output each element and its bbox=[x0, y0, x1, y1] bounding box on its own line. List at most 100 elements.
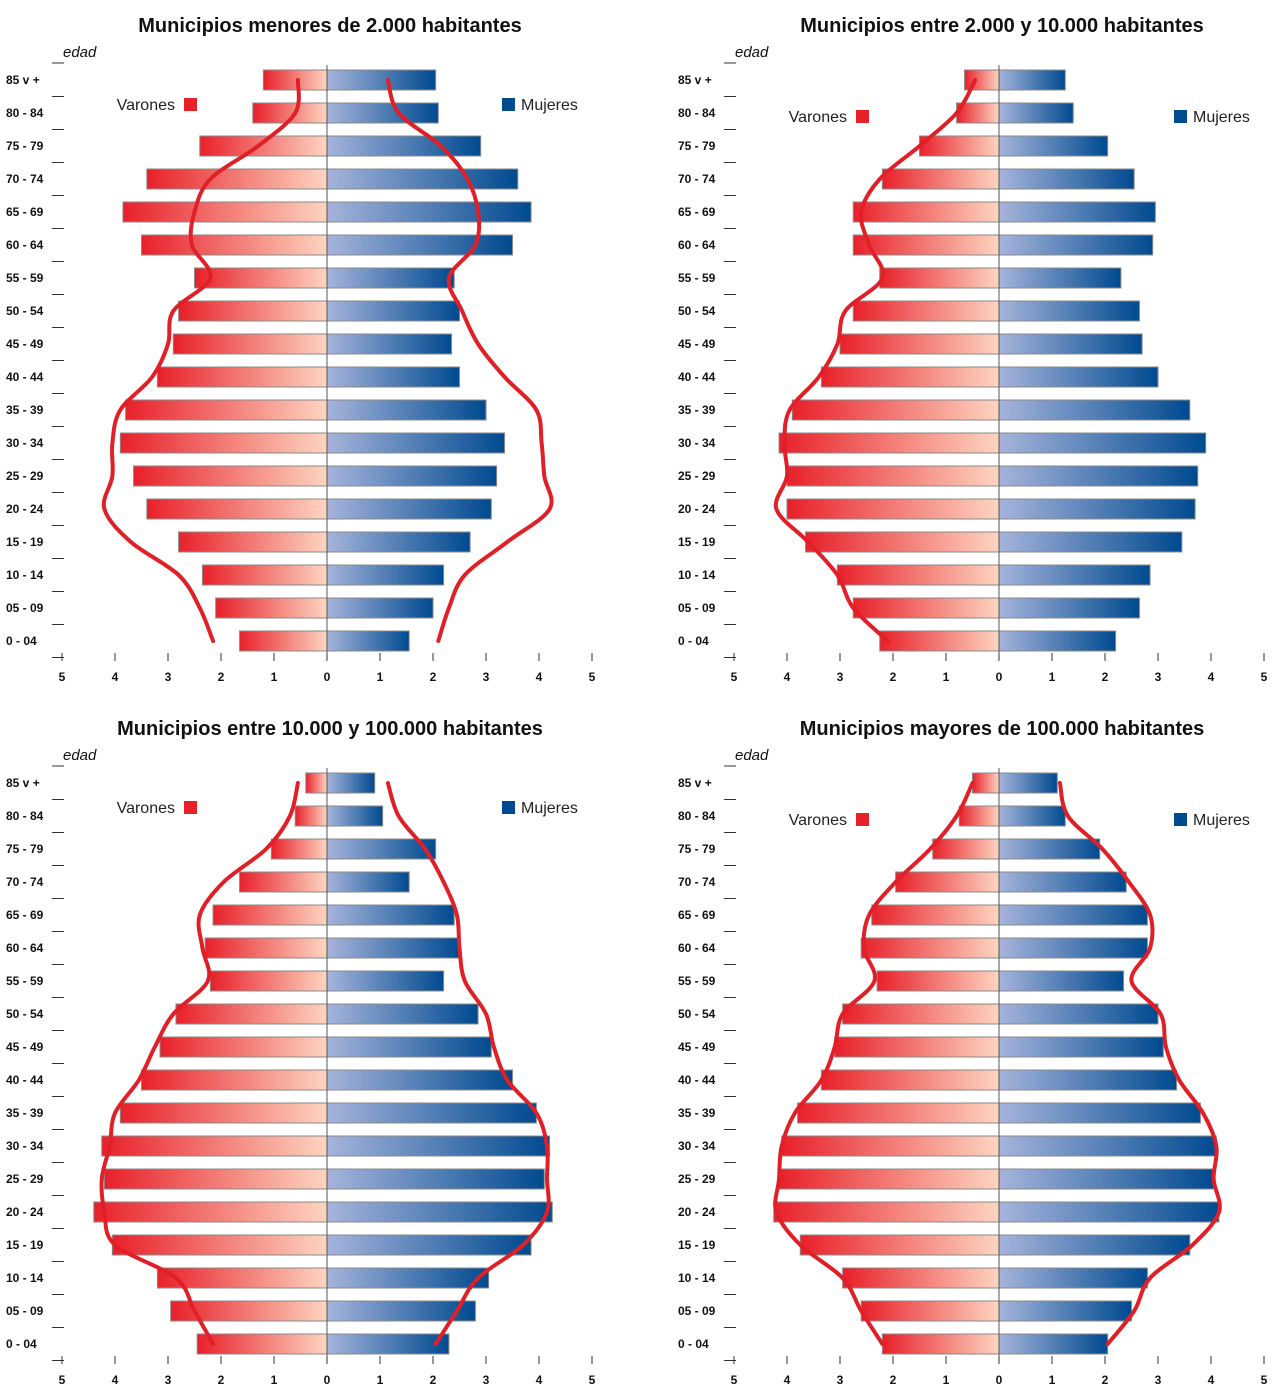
bar-varones bbox=[262, 69, 328, 91]
age-group-label: 50 - 54 bbox=[6, 304, 44, 318]
age-group-label: 65 - 69 bbox=[6, 908, 44, 922]
bar-mujeres bbox=[326, 1333, 450, 1355]
bar-mujeres bbox=[326, 970, 445, 992]
bar-varones bbox=[212, 904, 328, 926]
age-group-label: 05 - 09 bbox=[678, 1304, 716, 1318]
legend-label-mujeres: Mujeres bbox=[1193, 109, 1250, 126]
x-tick-label: 5 bbox=[59, 670, 66, 684]
x-tick-label: 2 bbox=[890, 1373, 897, 1387]
age-group-label: 70 - 74 bbox=[678, 875, 716, 889]
bar-varones bbox=[842, 1267, 1000, 1289]
age-group-label: 35 - 39 bbox=[678, 403, 716, 417]
age-group-label: 70 - 74 bbox=[6, 172, 44, 186]
bar-mujeres bbox=[998, 1267, 1148, 1289]
bar-varones bbox=[215, 597, 328, 619]
x-tick-label: 0 bbox=[996, 1373, 1003, 1387]
bar-varones bbox=[196, 1333, 328, 1355]
bar-mujeres bbox=[998, 937, 1148, 959]
bar-varones bbox=[156, 366, 328, 388]
x-tick-label: 4 bbox=[1208, 670, 1215, 684]
age-group-label: 85 v + bbox=[678, 73, 712, 87]
bar-mujeres bbox=[326, 102, 439, 124]
bar-mujeres bbox=[998, 498, 1196, 520]
x-tick-label: 3 bbox=[1155, 670, 1162, 684]
bar-mujeres bbox=[326, 904, 455, 926]
age-group-label: 55 - 59 bbox=[678, 974, 716, 988]
bar-varones bbox=[834, 1036, 1000, 1058]
bar-varones bbox=[201, 564, 328, 586]
bar-mujeres bbox=[998, 333, 1143, 355]
age-group-label: 15 - 19 bbox=[678, 1238, 716, 1252]
bar-varones bbox=[199, 135, 328, 157]
bar-mujeres bbox=[326, 531, 471, 553]
bar-mujeres bbox=[326, 772, 376, 794]
legend-label-mujeres: Mujeres bbox=[1193, 812, 1250, 829]
legend-swatch-mujeres bbox=[1174, 813, 1187, 826]
y-axis-label: edad bbox=[63, 44, 97, 61]
x-tick-label: 2 bbox=[430, 1373, 437, 1387]
x-tick-label: 3 bbox=[1155, 1373, 1162, 1387]
x-tick-label: 5 bbox=[59, 1373, 66, 1387]
bar-varones bbox=[178, 300, 328, 322]
bar-varones bbox=[103, 1168, 328, 1190]
bar-mujeres bbox=[998, 1135, 1217, 1157]
y-axis-label: edad bbox=[63, 747, 97, 764]
bar-varones bbox=[119, 432, 328, 454]
reference-curve-varones bbox=[773, 78, 978, 643]
bar-varones bbox=[781, 1135, 1000, 1157]
age-group-label: 40 - 44 bbox=[6, 1073, 44, 1087]
x-tick-label: 5 bbox=[589, 1373, 596, 1387]
bar-mujeres bbox=[998, 432, 1207, 454]
x-tick-label: 4 bbox=[784, 1373, 791, 1387]
age-group-label: 80 - 84 bbox=[678, 809, 716, 823]
x-tick-label: 1 bbox=[943, 1373, 950, 1387]
x-tick-label: 3 bbox=[483, 670, 490, 684]
bar-varones bbox=[294, 805, 328, 827]
age-group-label: 20 - 24 bbox=[678, 1205, 716, 1219]
age-group-label: 45 - 49 bbox=[678, 337, 716, 351]
reference-curve-mujeres bbox=[385, 781, 551, 1346]
y-axis-label: edad bbox=[735, 747, 769, 764]
x-tick-label: 4 bbox=[536, 670, 543, 684]
bar-mujeres bbox=[998, 630, 1117, 652]
age-group-label: 15 - 19 bbox=[6, 535, 44, 549]
x-tick-label: 3 bbox=[837, 670, 844, 684]
bar-mujeres bbox=[326, 1201, 553, 1223]
age-group-label: 25 - 29 bbox=[678, 1172, 716, 1186]
age-group-label: 25 - 29 bbox=[6, 1172, 44, 1186]
bar-mujeres bbox=[326, 1069, 513, 1091]
x-tick-label: 4 bbox=[536, 1373, 543, 1387]
bar-mujeres bbox=[998, 267, 1122, 289]
bar-varones bbox=[125, 399, 328, 421]
bar-varones bbox=[852, 234, 1000, 256]
bar-mujeres bbox=[326, 201, 532, 223]
age-group-label: 40 - 44 bbox=[678, 1073, 716, 1087]
bar-mujeres bbox=[998, 300, 1140, 322]
legend-label-varones: Varones bbox=[117, 800, 175, 817]
bar-varones bbox=[972, 772, 1000, 794]
age-group-label: 20 - 24 bbox=[678, 502, 716, 516]
x-tick-label: 1 bbox=[1049, 670, 1056, 684]
age-group-label: 75 - 79 bbox=[6, 842, 44, 856]
bar-varones bbox=[119, 1102, 328, 1124]
bar-varones bbox=[881, 168, 1000, 190]
x-tick-label: 1 bbox=[271, 1373, 278, 1387]
bar-mujeres bbox=[998, 805, 1066, 827]
bar-varones bbox=[146, 498, 328, 520]
legend-label-mujeres: Mujeres bbox=[521, 97, 578, 114]
age-group-label: 10 - 14 bbox=[678, 1271, 716, 1285]
age-group-label: 05 - 09 bbox=[6, 1304, 44, 1318]
bar-mujeres bbox=[326, 69, 437, 91]
age-group-label: 65 - 69 bbox=[6, 205, 44, 219]
pyramid-panel-10000-100000: Municipios entre 10.000 y 100.000 habita… bbox=[0, 703, 636, 1396]
legend-swatch-mujeres bbox=[502, 801, 515, 814]
bar-varones bbox=[773, 1201, 1000, 1223]
age-group-label: 30 - 34 bbox=[678, 1139, 716, 1153]
legend-swatch-varones bbox=[184, 98, 197, 111]
x-tick-label: 0 bbox=[324, 670, 331, 684]
bar-mujeres bbox=[326, 333, 453, 355]
x-tick-label: 4 bbox=[112, 670, 119, 684]
bar-varones bbox=[799, 1234, 1000, 1256]
bar-mujeres bbox=[326, 300, 460, 322]
bar-varones bbox=[305, 772, 328, 794]
